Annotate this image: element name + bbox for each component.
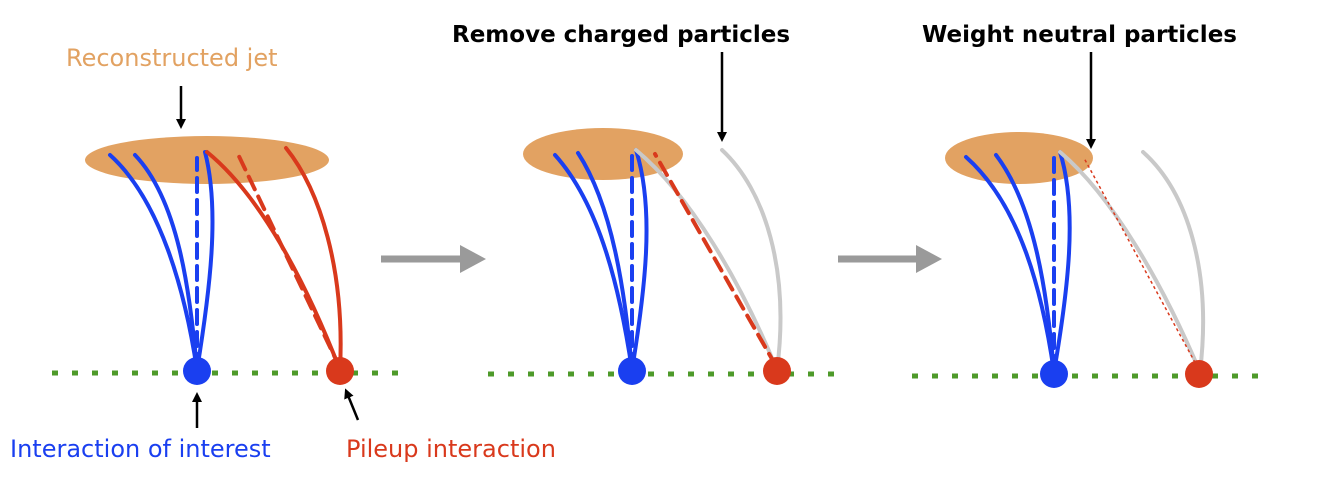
removed-charged-track <box>634 148 779 372</box>
pileup-vertex <box>1185 360 1213 388</box>
interest-track <box>108 153 199 372</box>
pileup-track <box>284 146 343 372</box>
weighted-neutral-track <box>1083 157 1199 369</box>
removed-charged-track <box>1141 150 1206 374</box>
pileup-vertex <box>763 357 791 385</box>
right-arrow-icon <box>381 245 486 273</box>
pileup-neutral-track <box>653 152 778 368</box>
interest-track <box>1052 150 1072 374</box>
removed-tracks <box>1058 150 1206 374</box>
panel-1-full-jet <box>52 86 405 428</box>
pileup-neutral-track <box>234 148 342 370</box>
removed-tracks <box>634 148 783 372</box>
interest-tracks <box>108 150 215 372</box>
removed-charged-track <box>1058 150 1202 374</box>
pileup-track <box>205 150 342 372</box>
interest-track <box>994 153 1056 374</box>
pileup-vertex <box>326 357 354 385</box>
reconstructed-jet-label: Reconstructed jet <box>66 44 278 72</box>
pileup-tracks <box>205 146 343 372</box>
interaction-of-interest-label: Interaction of interest <box>10 435 271 463</box>
interest-track <box>195 150 215 372</box>
interest-vertex <box>183 357 211 385</box>
interest-track <box>576 151 634 372</box>
interest-track <box>964 155 1056 374</box>
step-weight-neutral-label: Weight neutral particles <box>922 22 1237 48</box>
step-remove-charged-label: Remove charged particles <box>452 22 791 48</box>
interest-tracks <box>553 148 649 372</box>
interest-track <box>133 153 199 372</box>
interest-tracks <box>964 150 1072 374</box>
panel-2-charged-removed <box>488 52 835 385</box>
interest-track <box>553 153 634 372</box>
interest-vertex <box>618 357 646 385</box>
interest-vertex <box>1040 360 1068 388</box>
right-arrow-icon <box>838 245 942 273</box>
removed-charged-track <box>720 148 783 372</box>
interest-track <box>630 148 649 372</box>
up-arrow-pointer <box>344 388 360 421</box>
panel-3-neutral-weighted <box>912 52 1262 388</box>
pileup-interaction-label: Pileup interaction <box>346 435 556 463</box>
